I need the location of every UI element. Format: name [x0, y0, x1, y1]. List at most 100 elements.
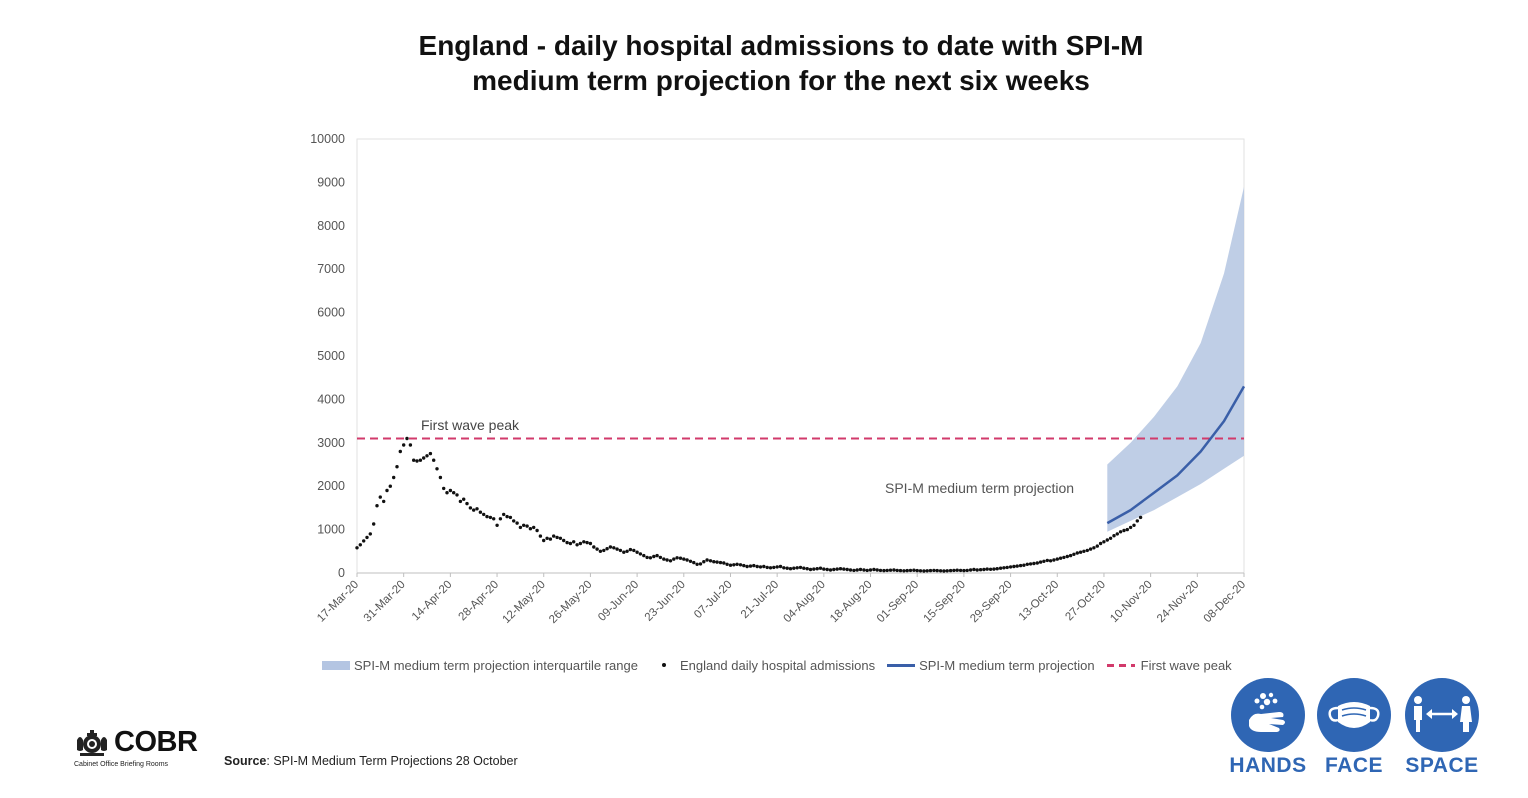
- admission-point: [998, 566, 1003, 570]
- admission-point: [538, 534, 543, 538]
- admission-point: [382, 499, 386, 504]
- legend-line-label: SPI-M medium term projection: [919, 657, 1095, 673]
- admission-point: [412, 458, 416, 462]
- admission-point: [1135, 519, 1140, 523]
- admission-point: [695, 562, 699, 566]
- y-tick-label: 10000: [310, 132, 345, 146]
- annotation-first-wave-peak: First wave peak: [421, 417, 520, 433]
- y-tick-label: 4000: [317, 392, 345, 406]
- admission-point: [815, 567, 819, 571]
- admission-point: [912, 568, 916, 572]
- admission-point: [932, 568, 936, 573]
- admission-point: [682, 557, 686, 561]
- admission-point: [772, 565, 776, 570]
- admission-point: [435, 467, 439, 471]
- admission-point: [495, 523, 499, 527]
- admission-point: [948, 568, 953, 573]
- admission-point: [1075, 551, 1080, 555]
- admission-point: [508, 515, 513, 520]
- admission-point: [915, 568, 919, 573]
- admission-point: [745, 564, 749, 569]
- admission-point: [885, 568, 889, 573]
- admission-point: [1022, 563, 1026, 567]
- admission-point: [678, 556, 683, 560]
- face-badge: FACE: [1314, 678, 1394, 778]
- admission-point: [572, 540, 576, 544]
- admission-point: [455, 493, 459, 497]
- admission-point: [718, 560, 723, 565]
- admission-point: [978, 568, 983, 572]
- admission-point: [612, 546, 616, 550]
- admission-point: [1115, 532, 1120, 536]
- admission-point: [952, 568, 956, 573]
- admission-point: [575, 543, 579, 547]
- admission-point: [418, 458, 423, 462]
- source-text: : SPI-M Medium Term Projections 28 Octob…: [266, 754, 518, 768]
- admission-point: [848, 568, 853, 572]
- admission-point: [415, 459, 419, 463]
- admission-point: [472, 508, 476, 512]
- hands-circle: [1231, 678, 1305, 752]
- admission-point: [438, 475, 443, 480]
- admission-point: [375, 504, 379, 508]
- admission-point: [955, 568, 959, 572]
- cobr-subtitle: Cabinet Office Briefing Rooms: [74, 761, 169, 768]
- admission-point: [555, 535, 559, 540]
- projection-line: [1106, 385, 1246, 525]
- admission-point: [875, 568, 879, 572]
- space-badge: SPACE: [1402, 678, 1482, 778]
- admission-point: [1012, 564, 1016, 569]
- admission-point: [625, 549, 629, 553]
- admission-point: [705, 558, 709, 562]
- admission-point: [1122, 528, 1126, 533]
- x-tick-label: 17-Mar-20: [315, 579, 361, 625]
- y-tick-label: 5000: [317, 349, 345, 363]
- admission-point: [1005, 565, 1009, 570]
- admission-point: [488, 515, 493, 520]
- x-tick-label: 29-Sep-20: [968, 579, 1014, 625]
- x-tick-label: 21-Jul-20: [739, 579, 781, 621]
- legend-dash-label: First wave peak: [1140, 657, 1232, 673]
- annotation-spim-projection: SPI-M medium term projection: [885, 480, 1074, 496]
- admission-point: [1028, 562, 1033, 566]
- admission-point: [822, 567, 826, 571]
- admission-point: [1118, 530, 1123, 534]
- admission-point: [402, 443, 406, 447]
- admission-point: [378, 495, 382, 499]
- admission-point: [632, 548, 636, 553]
- admission-point: [732, 563, 736, 567]
- chart-title-line-1: England - daily hospital admissions to d…: [418, 30, 1144, 61]
- admission-point: [785, 566, 789, 570]
- admission-point: [872, 567, 876, 572]
- space-circle: [1405, 678, 1479, 752]
- admission-point: [582, 540, 586, 544]
- x-tick-label: 12-May-20: [501, 579, 548, 626]
- admission-point: [1138, 515, 1143, 520]
- admission-point: [465, 501, 469, 506]
- admission-point: [658, 555, 663, 560]
- admission-point: [595, 547, 599, 551]
- admission-point: [1025, 562, 1030, 566]
- admission-point: [598, 549, 603, 553]
- admission-point: [1055, 557, 1060, 561]
- admission-point: [752, 563, 756, 568]
- admission-point: [502, 512, 506, 517]
- admission-point: [368, 532, 372, 536]
- admission-point: [962, 568, 966, 573]
- social-distance-icon: [1414, 696, 1472, 732]
- admission-point: [422, 456, 426, 460]
- admission-point: [442, 486, 446, 491]
- x-tick-label: 28-Apr-20: [457, 579, 502, 624]
- admission-point: [798, 565, 803, 570]
- admission-point: [808, 567, 813, 572]
- admission-point: [968, 568, 973, 572]
- admission-point: [715, 560, 719, 564]
- cobr-logo: COBR Cabinet Office Briefing Rooms: [74, 726, 204, 768]
- legend-dots-label: England daily hospital admissions: [679, 657, 876, 673]
- admission-point: [388, 484, 392, 488]
- admission-point: [1132, 523, 1136, 527]
- hands-label: HANDS: [1229, 754, 1307, 777]
- x-tick-label: 15-Sep-20: [922, 579, 968, 625]
- admission-point: [362, 539, 366, 543]
- admission-point: [765, 565, 769, 570]
